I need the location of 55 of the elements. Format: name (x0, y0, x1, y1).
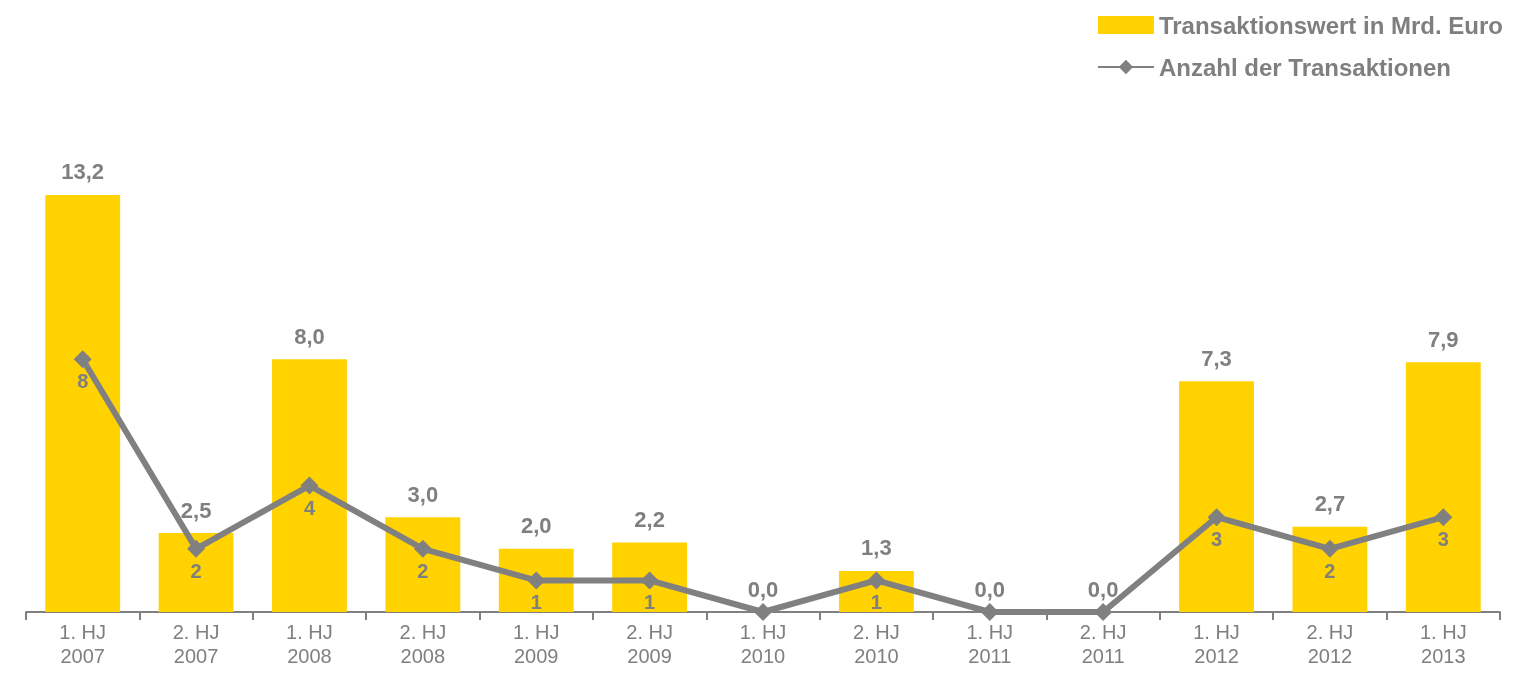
point (1434, 508, 1453, 527)
data-label: 4 (303, 496, 316, 519)
x-tick-label: 2. HJ 2010 (853, 621, 900, 667)
data-label: 2,2 (634, 506, 665, 532)
data-label: 3 (1437, 528, 1449, 551)
data-label: 13,2 (61, 159, 105, 185)
point (867, 571, 886, 590)
data-label: 8 (77, 370, 89, 393)
x-tick-label: 2. HJ 2008 (399, 621, 447, 667)
x-tick-label: 1. HJ 2010 (739, 621, 787, 667)
data-label: 2,7 (1314, 491, 1346, 517)
data-label: 3,0 (407, 481, 439, 507)
bar (158, 533, 234, 612)
point (1320, 539, 1339, 558)
data-label: 7,9 (1428, 326, 1459, 352)
point (73, 350, 92, 369)
point (187, 539, 206, 558)
data-label: 2 (1324, 559, 1336, 582)
x-tick-label: 1. HJ 2011 (966, 621, 1014, 667)
x-tick-label: 1. HJ 2013 (1419, 621, 1467, 667)
x-tick-label: 1. HJ 2008 (286, 621, 333, 667)
point (300, 476, 319, 495)
data-label: 0,0 (1087, 576, 1119, 602)
bar (1405, 362, 1481, 612)
bar (385, 517, 461, 612)
x-tick-label: 2. HJ 2007 (172, 621, 220, 667)
x-tick-label: 2. HJ 2011 (1079, 621, 1127, 667)
bar (272, 359, 347, 612)
data-label: 2 (417, 559, 429, 582)
data-label: 1 (530, 591, 542, 614)
data-label: 0,0 (747, 576, 779, 602)
data-label: 2,5 (180, 497, 212, 523)
legend-label: Anzahl der Transaktionen (1158, 53, 1452, 81)
data-label: 8,0 (294, 323, 325, 349)
x-tick-label: 1. HJ 2009 (512, 621, 560, 667)
point (1207, 508, 1226, 527)
x-tick-label: 2. HJ 2009 (626, 621, 673, 667)
x-tick-label: 1. HJ 2007 (59, 621, 107, 667)
data-label: 3 (1210, 528, 1223, 551)
bar (45, 194, 121, 612)
x-tick-label: 1. HJ 2012 (1193, 621, 1240, 667)
x-tick-label: 2. HJ 2012 (1306, 621, 1354, 667)
bar (1292, 526, 1368, 612)
point (754, 603, 772, 621)
data-label: 2,0 (520, 513, 552, 539)
bar (1179, 381, 1254, 612)
point (413, 539, 432, 558)
data-label: 2 (190, 559, 202, 582)
data-label: 7,3 (1201, 345, 1232, 371)
data-label: 1 (870, 591, 882, 614)
bar (612, 542, 688, 612)
data-label: 1,3 (861, 535, 892, 561)
data-label: 0,0 (974, 576, 1006, 602)
legend-label: Transaktionswert in Mrd. Euro (1158, 11, 1503, 39)
data-label: 1 (644, 591, 656, 614)
